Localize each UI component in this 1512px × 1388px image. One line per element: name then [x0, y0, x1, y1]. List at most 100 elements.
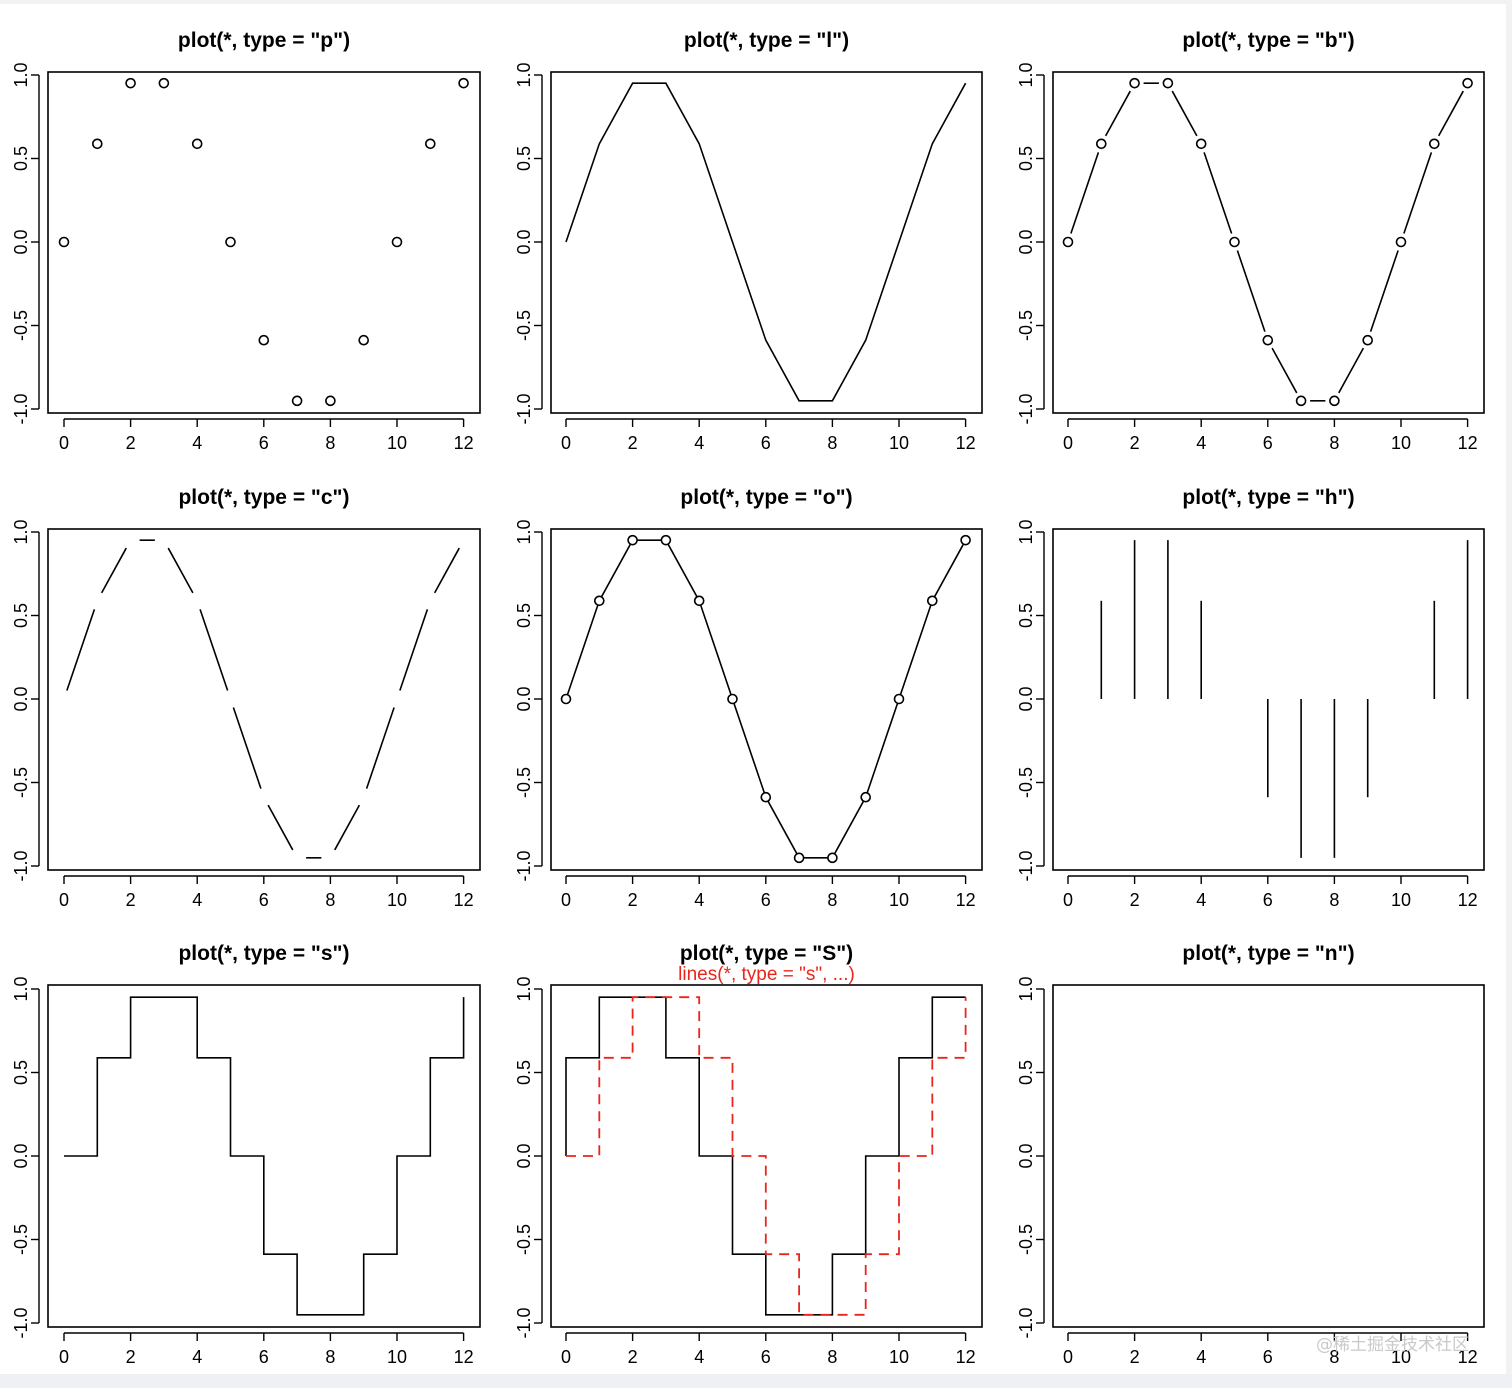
data-point — [325, 395, 336, 407]
panel-p: plot(*, type = "p") 0 2 4 6 8 10 12 -1.0 -0.5 0.0 0… — [11, 29, 481, 453]
x-tick-label: 10 — [889, 1347, 909, 1367]
x-tick-label: 2 — [1130, 433, 1140, 453]
x-tick-label: 2 — [628, 1347, 638, 1367]
y-tick-label: 1.0 — [11, 62, 31, 87]
x-tick-label: 12 — [454, 433, 474, 453]
x-tick-label: 12 — [454, 890, 474, 910]
y-tick-label: -1.0 — [514, 850, 534, 881]
y-tick-label: -1.0 — [11, 1307, 31, 1338]
right-border — [1506, 0, 1512, 1388]
y-tick-label: 0.0 — [514, 229, 534, 254]
data-point — [1395, 236, 1407, 248]
series-segment — [1403, 152, 1433, 234]
series-segment — [167, 547, 194, 594]
chart-title: plot(*, type = "s") — [178, 942, 349, 965]
data-point — [1429, 138, 1440, 150]
x-tick-label: 8 — [1329, 433, 1339, 453]
y-tick-label: -1.0 — [1016, 393, 1036, 424]
y-tick-label: -1.0 — [1016, 850, 1036, 881]
y-tick-label: 1.0 — [514, 62, 534, 87]
x-tick-label: 4 — [1196, 890, 1206, 910]
x-tick-label: 2 — [1130, 1347, 1140, 1367]
data-point — [424, 138, 436, 150]
data-point — [1462, 77, 1473, 89]
x-tick-label: 10 — [889, 433, 909, 453]
y-tick-label: -0.5 — [11, 310, 31, 341]
series-segment — [232, 707, 262, 789]
x-tick-label: 8 — [827, 890, 837, 910]
chart-title: plot(*, type = "c") — [178, 486, 349, 509]
panel-s: plot(*, type = "s") 0 2 4 6 8 10 12 -1.0 -0.5 0.0 0… — [11, 942, 481, 1367]
chart-title: plot(*, type = "b") — [1182, 29, 1354, 52]
data-point — [1362, 334, 1373, 346]
x-tick-label: 8 — [827, 433, 837, 453]
data-point — [1229, 236, 1240, 248]
data-point — [1129, 77, 1140, 89]
y-tick-label: -1.0 — [514, 1307, 534, 1338]
x-tick-label: 4 — [694, 1347, 704, 1367]
y-tick-label: -0.5 — [514, 310, 534, 341]
data-point — [1062, 236, 1074, 248]
data-point — [1096, 138, 1107, 150]
x-tick-label: 8 — [325, 890, 335, 910]
data-point — [92, 138, 103, 150]
panel-h: plot(*, type = "h") 0 2 4 6 8 10 12 -1.0 -0.5 0.0 0… — [1016, 486, 1485, 910]
series-segment — [399, 609, 429, 691]
x-tick-label: 0 — [1063, 890, 1073, 910]
y-tick-label: 0.0 — [514, 1143, 534, 1168]
data-point — [1162, 77, 1174, 89]
x-tick-label: 2 — [126, 890, 136, 910]
y-tick-label: 0.5 — [514, 1060, 534, 1085]
data-point — [1295, 395, 1307, 407]
y-tick-label: -0.5 — [11, 1224, 31, 1255]
x-tick-label: 8 — [325, 1347, 335, 1367]
series-segment — [267, 804, 294, 851]
chart-subtitle: lines(*, type = "s", ...) — [678, 964, 855, 985]
chart-title: plot(*, type = "S") — [680, 942, 853, 965]
x-tick-label: 6 — [259, 890, 269, 910]
plot-frame — [47, 71, 481, 414]
x-tick-label: 4 — [192, 433, 202, 453]
x-tick-label: 0 — [59, 890, 69, 910]
y-tick-label: 1.0 — [1016, 519, 1036, 544]
panel-n: plot(*, type = "n") 0 2 4 6 8 10 12 -1.0 -0.5 0.0 0… — [1016, 942, 1485, 1367]
y-tick-label: -1.0 — [11, 393, 31, 424]
x-tick-label: 8 — [827, 1347, 837, 1367]
y-tick-label: 0.5 — [1016, 146, 1036, 171]
y-tick-label: 1.0 — [11, 976, 31, 1001]
y-tick-label: 0.5 — [514, 146, 534, 171]
y-tick-label: -0.5 — [1016, 310, 1036, 341]
x-tick-label: 12 — [1458, 890, 1478, 910]
y-tick-label: -1.0 — [11, 850, 31, 881]
x-tick-label: 0 — [561, 433, 571, 453]
x-tick-label: 4 — [1196, 1347, 1206, 1367]
panel-l: plot(*, type = "l") 0 2 4 6 8 10 12 -1.0 -0.5 0.0 0… — [514, 29, 983, 453]
y-tick-label: 0.5 — [1016, 603, 1036, 628]
data-point — [1195, 138, 1207, 150]
watermark: @稀土掘金技术社区 — [1316, 1335, 1469, 1355]
x-tick-label: 4 — [694, 433, 704, 453]
x-tick-label: 10 — [889, 890, 909, 910]
series-segment — [433, 547, 460, 594]
data-point — [627, 534, 638, 546]
x-tick-label: 6 — [259, 433, 269, 453]
x-tick-label: 6 — [1263, 433, 1273, 453]
data-point — [458, 77, 469, 89]
series-step — [64, 996, 465, 1316]
x-tick-label: 10 — [1391, 1347, 1411, 1367]
data-point — [727, 693, 738, 705]
series-segment — [365, 707, 395, 789]
series-segment — [1236, 250, 1266, 332]
data-point — [158, 77, 170, 89]
x-tick-label: 6 — [259, 1347, 269, 1367]
x-tick-label: 4 — [694, 890, 704, 910]
data-point — [893, 693, 905, 705]
plot-frame — [550, 71, 983, 414]
plot-frame — [550, 528, 983, 871]
panel-b: plot(*, type = "b") 0 2 4 6 8 10 12 -1.0 -0.5 0.0 0… — [1016, 29, 1485, 453]
series-line — [565, 539, 967, 859]
series-segment — [1203, 152, 1233, 234]
data-point — [391, 236, 403, 248]
data-point — [1329, 395, 1340, 407]
data-point — [191, 138, 203, 150]
